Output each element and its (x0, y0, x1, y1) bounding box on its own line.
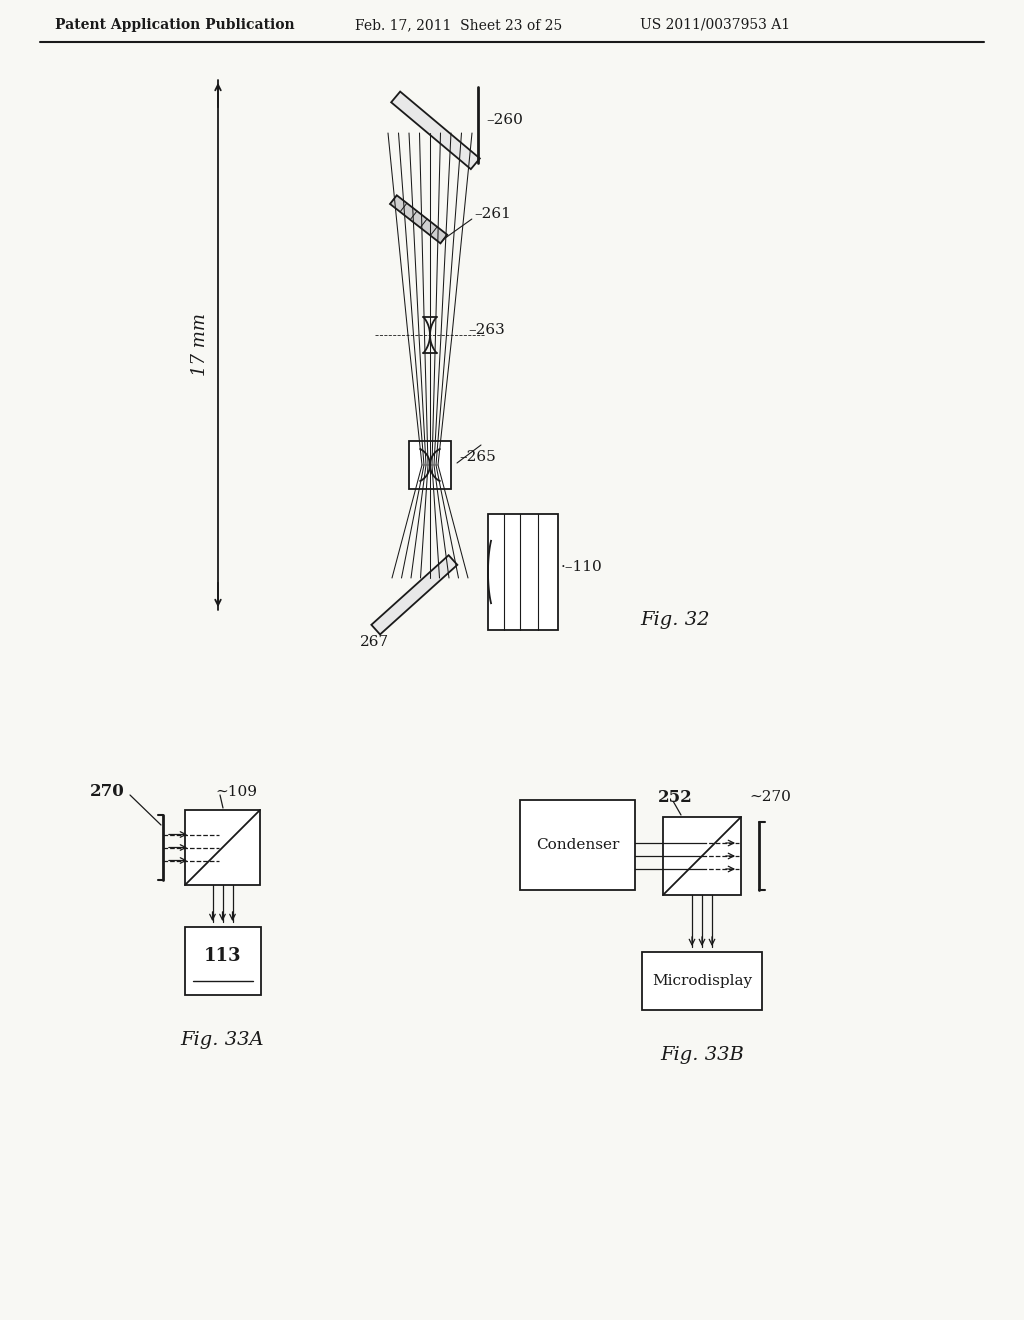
Text: US 2011/0037953 A1: US 2011/0037953 A1 (640, 18, 791, 32)
Text: –260: –260 (486, 114, 523, 127)
Text: 113: 113 (204, 946, 242, 965)
Text: Patent Application Publication: Patent Application Publication (55, 18, 295, 32)
Text: Feb. 17, 2011  Sheet 23 of 25: Feb. 17, 2011 Sheet 23 of 25 (355, 18, 562, 32)
Text: Condenser: Condenser (536, 838, 620, 851)
Text: Fig. 33A: Fig. 33A (180, 1031, 264, 1049)
Polygon shape (390, 195, 447, 243)
Text: ∼109: ∼109 (215, 785, 257, 799)
Bar (520, 800, 635, 890)
Text: –265: –265 (459, 450, 496, 465)
Text: Fig. 32: Fig. 32 (640, 611, 710, 630)
Text: 17 mm: 17 mm (191, 314, 209, 376)
Polygon shape (391, 91, 480, 169)
Text: –261: –261 (474, 207, 511, 220)
Bar (642, 952, 762, 1010)
Text: 252: 252 (658, 788, 693, 805)
Text: 267: 267 (360, 635, 389, 649)
Text: Microdisplay: Microdisplay (652, 974, 752, 987)
Text: –263: –263 (468, 323, 505, 337)
Text: Fig. 33B: Fig. 33B (660, 1045, 744, 1064)
Bar (488, 513, 558, 630)
Text: ∼270: ∼270 (749, 789, 791, 804)
Polygon shape (372, 556, 458, 635)
Text: ·–110: ·–110 (561, 560, 603, 574)
Bar (663, 817, 741, 895)
Text: 270: 270 (90, 784, 125, 800)
Bar (184, 927, 260, 995)
Bar (185, 810, 260, 884)
Bar (409, 441, 451, 488)
